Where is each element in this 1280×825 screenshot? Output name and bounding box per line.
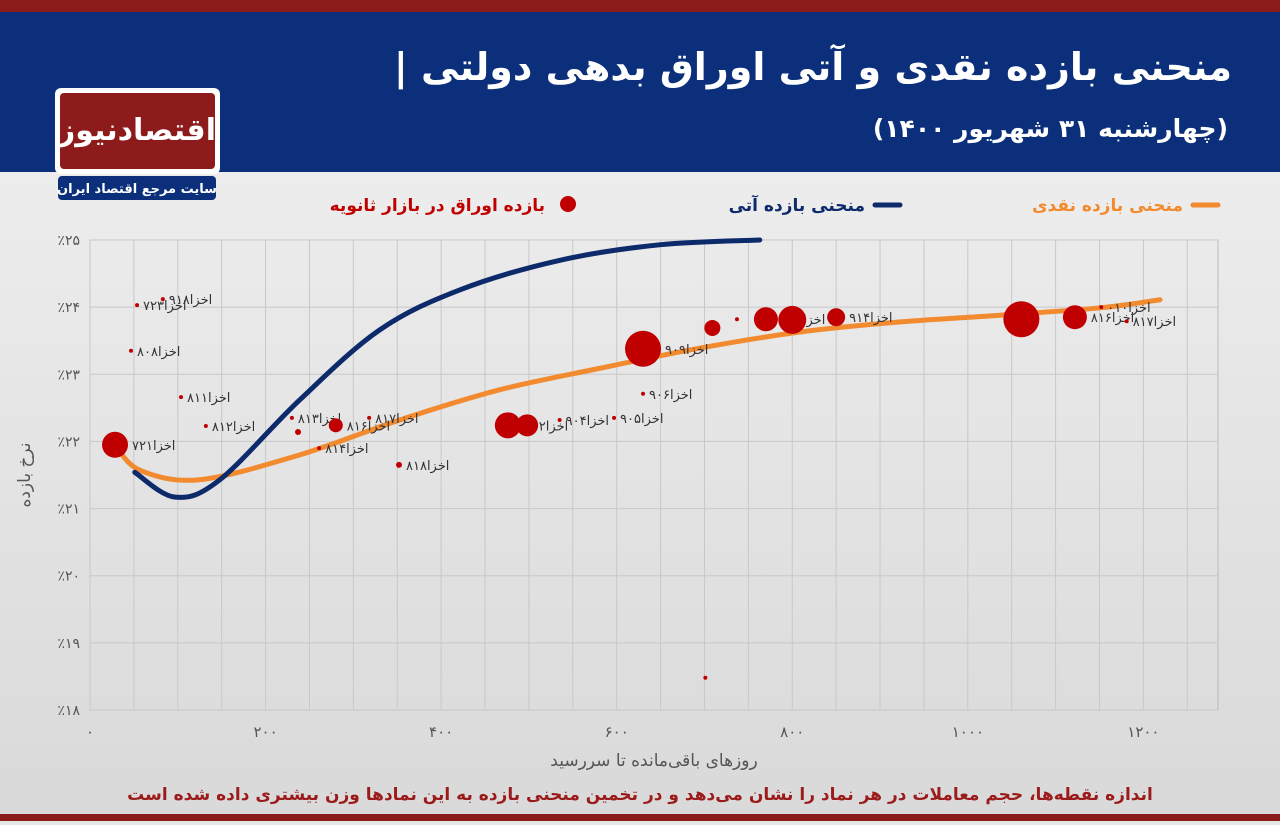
curve [132, 237, 763, 500]
bubble [135, 303, 140, 308]
bubble [179, 395, 184, 400]
point-label: اخزا۸۱۸ [406, 459, 449, 474]
bubble [704, 319, 721, 336]
y-tick-label: ٪۲۰ [57, 569, 80, 585]
y-tick-label: ٪۲۵ [57, 233, 80, 249]
top-strip [0, 0, 1280, 12]
logo-box [60, 93, 215, 169]
legend-label: بازده اوراق در بازار ثانویه [330, 196, 545, 216]
point-label: اخزا۸۱۷ [1133, 315, 1176, 330]
bubble [367, 415, 372, 420]
bubble [753, 307, 778, 332]
bubble [778, 305, 807, 334]
logo-tag-box [58, 176, 216, 200]
y-tick-label: ٪۲۱ [57, 502, 80, 518]
legend-label: منحنی بازده آتی [729, 194, 865, 216]
bubble [128, 348, 133, 353]
logo-name: اقتصادنیوز [56, 113, 216, 148]
y-tick-label: ٪۱۸ [57, 703, 80, 719]
y-tick-label: ٪۱۹ [57, 636, 80, 652]
bubble [734, 317, 739, 322]
bubble [395, 461, 402, 468]
bubble [289, 415, 294, 420]
point-label: اخزا۸۱۶ [1091, 311, 1134, 326]
x-tick-label: ۱۲۰۰ [1127, 723, 1159, 741]
point-label: اخزا۹۱۴ [849, 311, 892, 326]
y-tick-label: ٪۲۲ [57, 434, 80, 450]
point-label: اخزا۸۱۴ [325, 442, 368, 457]
y-tick-label: ٪۲۳ [57, 367, 80, 383]
point-label: اخزا۸۱۶ [347, 419, 390, 434]
point-label: اخزا۹۱۸ [169, 293, 212, 308]
bubble [203, 423, 208, 428]
point-label: اخزا۸۰۸ [137, 345, 180, 360]
bubble [557, 417, 562, 422]
point-label: اخزا۹۰۶ [649, 388, 692, 403]
y-axis-label: نرخ بازده [15, 442, 35, 507]
point-label: اخزا۹۰۹ [665, 343, 708, 358]
point-label: اخزا۸۱۱ [187, 391, 230, 406]
bubble [1124, 319, 1129, 324]
point-label: اخزا۸۱۷ [375, 412, 418, 427]
x-tick-label: ۴۰۰ [429, 723, 453, 741]
x-tick-label: ۲۰۰ [253, 723, 277, 741]
point-label: اخزا۰۱۰ [1107, 301, 1150, 316]
subtitle: (چهارشنبه ۳۱ شهریور ۱۴۰۰) [873, 114, 1228, 144]
point-label: اخزا۹۰۵ [620, 412, 663, 427]
legend-swatch [560, 196, 576, 212]
bubble [612, 415, 617, 420]
x-axis-label: روزهای باقی‌مانده تا سررسید [550, 751, 757, 771]
bubble [641, 391, 646, 396]
bubble [516, 414, 539, 437]
point-label: اخزا۷۲۳ [143, 299, 186, 314]
footnote: اندازه نقطه‌ها، حجم معاملات در هر نماد ر… [127, 785, 1153, 805]
x-tick-label: ۶۰۰ [605, 723, 629, 741]
point-label: اخزا۷۲۱ [132, 439, 175, 454]
bubble [1062, 305, 1087, 330]
legend-label: منحنی بازده نقدی [1032, 196, 1183, 216]
bubble [160, 297, 165, 302]
bubble [1099, 305, 1104, 310]
bubble [494, 412, 521, 439]
bubble [827, 308, 846, 327]
bubble [703, 675, 708, 680]
bottom-strip [0, 814, 1280, 821]
x-tick-label: ۸۰۰ [780, 723, 804, 741]
bubble [328, 418, 343, 433]
bubble [102, 431, 129, 458]
point-label: اخزا۸۱۲ [212, 420, 255, 435]
bubble [1003, 301, 1040, 338]
x-tick-label: ۱۰۰۰ [952, 723, 984, 741]
logo-tagline: سایت مرجع اقتصاد ایران [57, 182, 217, 197]
title: | منحنی بازده نقدی و آتی اوراق بدهی دولت… [394, 43, 1232, 90]
y-tick-label: ٪۲۴ [57, 300, 80, 316]
bubble [625, 330, 662, 367]
bubble [317, 446, 322, 451]
x-tick-label: ۰ [86, 723, 94, 741]
bubble [295, 429, 302, 436]
point-label: اخزا۹۰۴ [566, 414, 609, 429]
